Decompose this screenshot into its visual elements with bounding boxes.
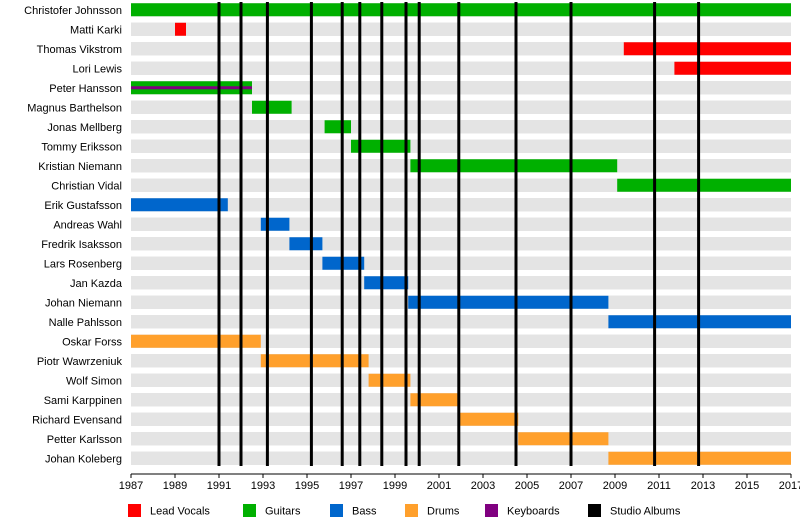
row-stripe: [131, 81, 791, 95]
x-tick-label: 1997: [339, 480, 363, 492]
legend-label: Drums: [427, 506, 460, 518]
legend-swatch: [330, 504, 343, 517]
row-stripe: [131, 354, 791, 368]
row-stripe: [131, 334, 791, 348]
member-name: Petter Karlsson: [47, 434, 122, 446]
member-name: Fredrik Isaksson: [41, 239, 122, 251]
studio-album-lines: [217, 2, 701, 466]
legend-swatch: [588, 504, 601, 517]
member-name: Christofer Johnsson: [24, 5, 122, 17]
row-stripe: [131, 198, 791, 212]
legend-swatch: [128, 504, 141, 517]
member-name: Johan Niemann: [45, 297, 122, 309]
member-bar: [518, 432, 609, 446]
x-tick-label: 1989: [163, 480, 187, 492]
member-bar: [131, 86, 252, 90]
member-name: Kristian Niemann: [38, 161, 122, 173]
member-name: Erik Gustafsson: [44, 200, 122, 212]
x-tick-label: 2003: [471, 480, 495, 492]
row-stripe: [131, 100, 791, 114]
member-name: Lars Rosenberg: [44, 258, 122, 270]
x-tick-label: 2005: [515, 480, 539, 492]
member-name: Peter Hansson: [49, 83, 122, 95]
legend-swatch: [405, 504, 418, 517]
member-bar: [131, 198, 228, 212]
legend-label: Bass: [352, 506, 377, 518]
member-name: Lori Lewis: [72, 63, 122, 75]
member-name: Jan Kazda: [70, 278, 123, 290]
row-stripe: [131, 237, 791, 251]
member-bar: [260, 354, 369, 368]
member-name: Matti Karki: [70, 24, 122, 36]
membership-bars: [131, 3, 791, 465]
legend-swatch: [485, 504, 498, 517]
legend: Lead Vocals Guitars Bass Drums Keyboards Stud…: [128, 504, 681, 518]
row-stripe: [131, 217, 791, 231]
x-tick-label: 1999: [383, 480, 407, 492]
legend-label: Lead Vocals: [150, 506, 210, 518]
row-stripe: [131, 22, 791, 36]
x-tick-label: 2001: [427, 480, 451, 492]
member-bar: [623, 42, 791, 56]
member-name: Thomas Vikstrom: [37, 44, 122, 56]
x-tick-label: 1987: [119, 480, 143, 492]
x-tick-label: 1991: [207, 480, 231, 492]
row-stripe: [131, 61, 791, 75]
x-tick-label: 1993: [251, 480, 275, 492]
member-name: Sami Karppinen: [44, 395, 122, 407]
member-name: Wolf Simon: [66, 375, 122, 387]
member-name: Richard Evensand: [32, 414, 122, 426]
legend-label: Studio Albums: [610, 506, 681, 518]
member-name: Andreas Wahl: [53, 219, 122, 231]
row-stripe: [131, 120, 791, 134]
row-stripe: [131, 373, 791, 387]
x-axis: 1987 1989 1991 1993 1995 1997 1999 2001 2003 2005…: [119, 473, 800, 492]
member-bar: [674, 61, 791, 75]
member-bar: [131, 334, 261, 348]
member-name: Tommy Eriksson: [41, 141, 122, 153]
member-bar: [324, 120, 351, 134]
member-name: Johan Koleberg: [45, 453, 122, 465]
member-name: Christian Vidal: [51, 180, 122, 192]
member-bar: [364, 276, 409, 290]
member-name: Oskar Forss: [62, 336, 122, 348]
member-bar: [252, 100, 292, 114]
member-bar: [410, 159, 618, 173]
member-name: Jonas Mellberg: [47, 122, 122, 134]
row-stripe: [131, 139, 791, 153]
member-name: Piotr Wawrzeniuk: [37, 356, 123, 368]
row-stripe: [131, 256, 791, 270]
member-name: Nalle Pahlsson: [49, 317, 122, 329]
member-bar: [368, 373, 411, 387]
member-name: Magnus Barthelson: [27, 102, 122, 114]
member-bar: [458, 412, 519, 426]
member-bar: [617, 178, 791, 192]
row-stripe: [131, 276, 791, 290]
member-bar: [289, 237, 323, 251]
member-bar: [175, 22, 186, 36]
member-names: Christofer Johnsson Matti Karki Thomas Vik…: [24, 5, 123, 466]
row-stripe: [131, 393, 791, 407]
x-tick-label: 2007: [559, 480, 583, 492]
x-tick-label: 2011: [647, 480, 671, 492]
legend-swatch: [243, 504, 256, 517]
legend-label: Guitars: [265, 506, 301, 518]
x-tick-label: 2015: [735, 480, 759, 492]
x-tick-label: 1995: [295, 480, 319, 492]
member-bar: [408, 295, 609, 309]
x-tick-label: 2013: [691, 480, 715, 492]
member-bar: [260, 217, 290, 231]
legend-label: Keyboards: [507, 506, 560, 518]
x-tick-label: 2017: [779, 480, 800, 492]
member-bar: [410, 393, 459, 407]
row-stripe: [131, 432, 791, 446]
member-bar: [131, 3, 791, 17]
x-tick-label: 2009: [603, 480, 627, 492]
